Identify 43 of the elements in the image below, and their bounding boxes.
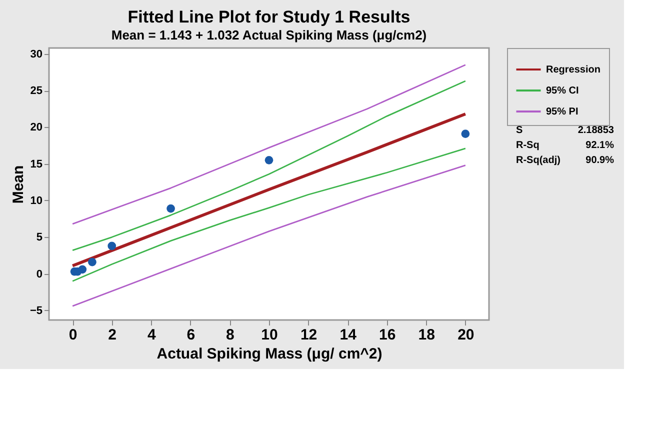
x-tick-label: 12 bbox=[300, 326, 318, 344]
legend-label: 95% CI bbox=[546, 86, 580, 96]
y-tick-label: 15 bbox=[30, 158, 42, 170]
x-tick-label: 8 bbox=[226, 326, 234, 344]
text: 90.9% bbox=[586, 155, 614, 166]
x-tick-label: 6 bbox=[186, 326, 196, 344]
text: 92.1% bbox=[586, 140, 614, 151]
line-series bbox=[72, 80, 466, 252]
x-tick-label: 18 bbox=[418, 326, 435, 344]
legend-label: Regression bbox=[546, 64, 600, 76]
y-tick-label: −5 bbox=[30, 304, 42, 317]
line-series bbox=[72, 164, 466, 307]
chart-subtitle: Mean = 1.143 + 1.032 Actual Spiking Mass (μg/cm2) bbox=[111, 28, 427, 42]
y-tick-label: 25 bbox=[30, 85, 42, 98]
line-series bbox=[71, 112, 467, 268]
y-tick-label: 5 bbox=[36, 232, 42, 244]
point bbox=[461, 130, 470, 138]
x-tick-label: 20 bbox=[458, 326, 474, 344]
x-tick-label: 16 bbox=[379, 326, 396, 344]
point bbox=[88, 258, 96, 266]
text: S bbox=[516, 125, 523, 136]
line-series bbox=[72, 64, 466, 225]
x-tick-label: 4 bbox=[147, 326, 156, 344]
legend-label: 95% PI bbox=[546, 106, 578, 118]
y-axis-title: Mean bbox=[10, 165, 27, 204]
y-tick-label: 10 bbox=[30, 194, 42, 207]
x-tick-label: 2 bbox=[108, 326, 117, 344]
point bbox=[108, 242, 116, 250]
x-tick-label: 10 bbox=[261, 326, 278, 344]
y-tick-label: 20 bbox=[30, 122, 42, 134]
text: R-Sq bbox=[516, 140, 540, 151]
text: 2.18853 bbox=[578, 125, 614, 136]
point bbox=[264, 156, 274, 164]
x-axis-title: Actual Spiking Mass (μg/ cm^2) bbox=[156, 346, 382, 362]
y-tick-label: 30 bbox=[30, 48, 42, 60]
line-series bbox=[72, 148, 466, 282]
y-tick-label: 0 bbox=[36, 268, 42, 280]
point bbox=[78, 265, 87, 274]
text: R-Sq(adj) bbox=[516, 155, 560, 166]
x-tick-label: 14 bbox=[340, 326, 358, 344]
chart-title: Fitted Line Plot for Study 1 Results bbox=[128, 8, 410, 26]
x-tick-label: 0 bbox=[68, 326, 78, 344]
point bbox=[166, 204, 175, 213]
